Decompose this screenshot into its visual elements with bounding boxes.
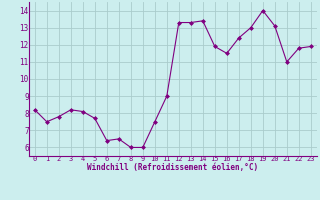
X-axis label: Windchill (Refroidissement éolien,°C): Windchill (Refroidissement éolien,°C) <box>87 163 258 172</box>
